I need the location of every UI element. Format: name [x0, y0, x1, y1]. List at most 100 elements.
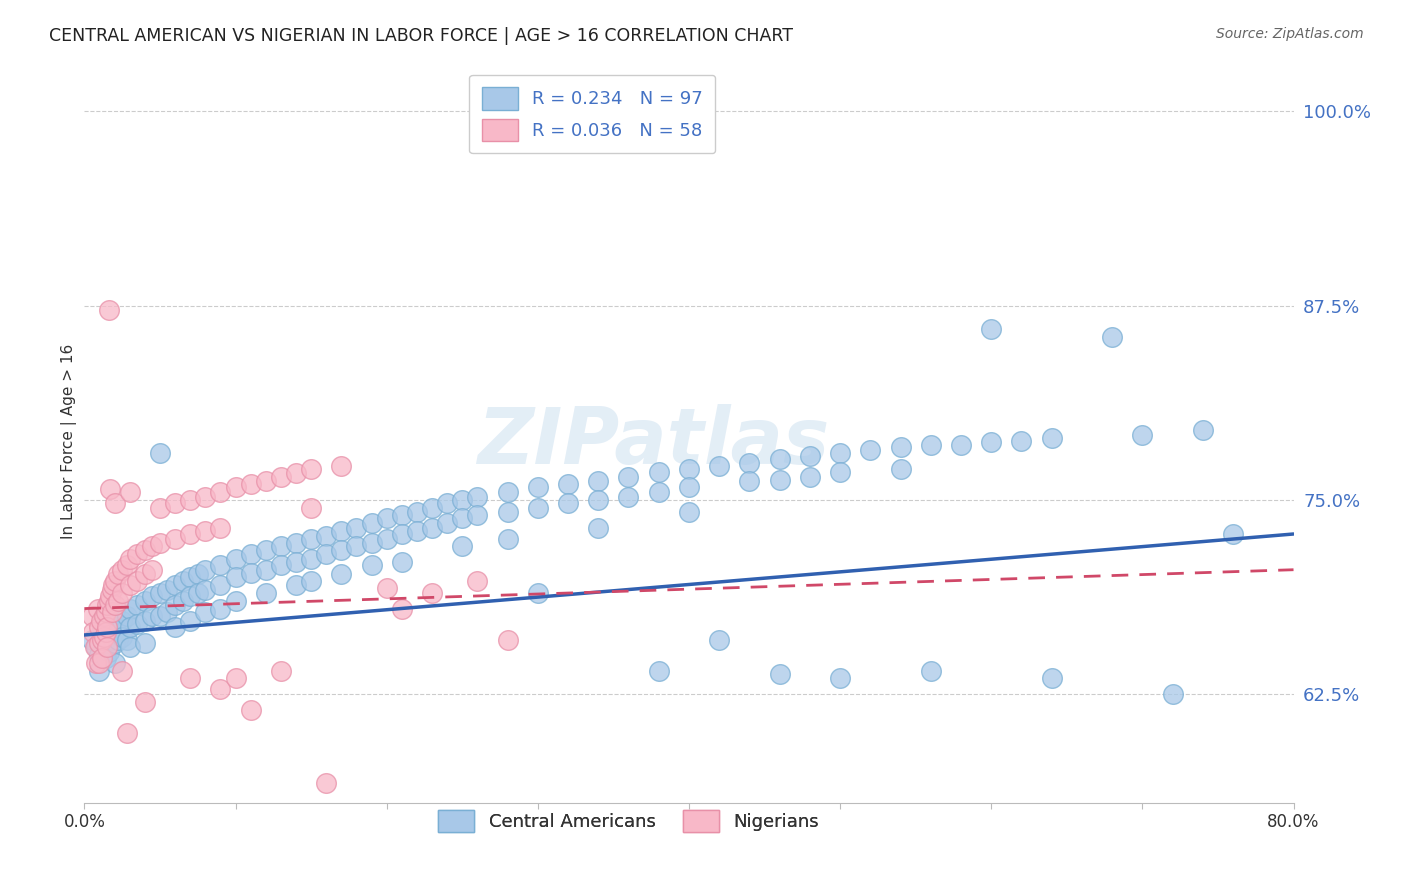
- Point: [270, 540, 292, 554]
- Point: [1040, 672, 1063, 686]
- Point: [467, 508, 489, 523]
- Point: [1130, 427, 1153, 442]
- Point: [165, 599, 187, 613]
- Point: [375, 511, 398, 525]
- Point: [100, 632, 122, 647]
- Point: [141, 540, 163, 554]
- Point: [118, 640, 141, 655]
- Point: [360, 536, 382, 550]
- Point: [94, 624, 117, 639]
- Point: [451, 492, 474, 507]
- Point: [420, 500, 443, 515]
- Point: [420, 521, 443, 535]
- Point: [141, 589, 163, 603]
- Point: [299, 500, 322, 515]
- Point: [330, 458, 353, 473]
- Point: [118, 552, 141, 566]
- Point: [496, 632, 519, 647]
- Point: [527, 480, 550, 494]
- Point: [890, 440, 912, 454]
- Point: [436, 516, 458, 530]
- Point: [360, 558, 382, 572]
- Point: [165, 532, 187, 546]
- Point: [254, 542, 277, 557]
- Point: [179, 589, 201, 603]
- Point: [315, 528, 337, 542]
- Point: [172, 594, 194, 608]
- Legend: Central Americans, Nigerians: Central Americans, Nigerians: [426, 797, 831, 845]
- Point: [330, 567, 353, 582]
- Point: [187, 586, 209, 600]
- Point: [104, 605, 127, 619]
- Point: [557, 496, 579, 510]
- Point: [859, 443, 882, 458]
- Point: [90, 614, 112, 628]
- Point: [678, 480, 700, 494]
- Point: [299, 552, 322, 566]
- Point: [209, 578, 232, 592]
- Point: [97, 594, 120, 608]
- Point: [104, 620, 127, 634]
- Point: [149, 536, 172, 550]
- Point: [270, 664, 292, 678]
- Point: [890, 461, 912, 475]
- Point: [648, 465, 671, 479]
- Point: [134, 636, 156, 650]
- Point: [165, 496, 187, 510]
- Point: [127, 599, 149, 613]
- Point: [496, 505, 519, 519]
- Point: [100, 609, 122, 624]
- Point: [111, 586, 134, 600]
- Point: [346, 811, 368, 825]
- Point: [80, 609, 103, 624]
- Point: [115, 609, 138, 624]
- Point: [451, 511, 474, 525]
- Point: [89, 620, 111, 634]
- Point: [209, 682, 232, 697]
- Point: [115, 726, 138, 740]
- Point: [330, 524, 353, 538]
- Point: [799, 450, 821, 464]
- Point: [91, 632, 114, 647]
- Point: [391, 527, 413, 541]
- Point: [299, 532, 322, 546]
- Point: [89, 648, 111, 663]
- Point: [557, 477, 579, 491]
- Point: [194, 490, 217, 504]
- Point: [225, 594, 247, 608]
- Point: [194, 582, 217, 597]
- Point: [375, 532, 398, 546]
- Point: [127, 574, 149, 588]
- Text: ZIPatlas: ZIPatlas: [477, 403, 828, 480]
- Point: [769, 452, 792, 467]
- Point: [111, 614, 134, 628]
- Point: [588, 521, 610, 535]
- Point: [141, 609, 163, 624]
- Point: [239, 702, 262, 716]
- Point: [738, 474, 761, 488]
- Point: [104, 496, 127, 510]
- Point: [285, 467, 308, 481]
- Point: [588, 474, 610, 488]
- Point: [82, 624, 104, 639]
- Point: [179, 672, 201, 686]
- Point: [1101, 329, 1123, 343]
- Point: [709, 458, 731, 473]
- Point: [360, 516, 382, 530]
- Point: [96, 614, 118, 628]
- Point: [93, 636, 115, 650]
- Point: [107, 617, 129, 632]
- Point: [96, 620, 118, 634]
- Point: [84, 640, 107, 655]
- Point: [239, 477, 262, 491]
- Point: [104, 574, 127, 588]
- Point: [980, 435, 1002, 450]
- Point: [315, 547, 337, 561]
- Point: [346, 521, 368, 535]
- Point: [87, 601, 110, 615]
- Text: CENTRAL AMERICAN VS NIGERIAN IN LABOR FORCE | AGE > 16 CORRELATION CHART: CENTRAL AMERICAN VS NIGERIAN IN LABOR FO…: [49, 27, 793, 45]
- Point: [496, 485, 519, 500]
- Point: [467, 574, 489, 588]
- Point: [172, 574, 194, 588]
- Point: [346, 540, 368, 554]
